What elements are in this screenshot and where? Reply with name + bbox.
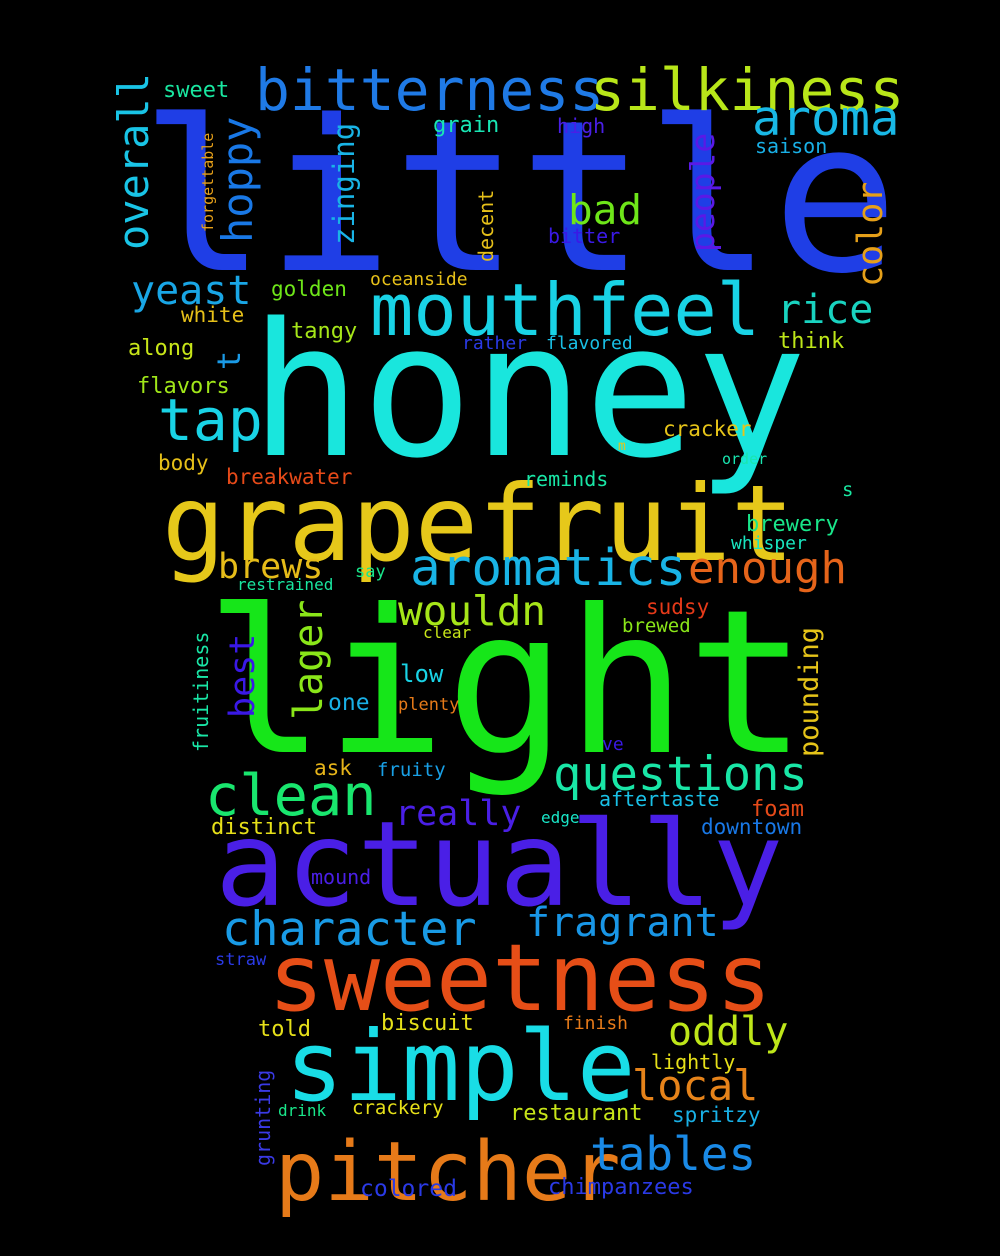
word-enough: enough [688, 543, 847, 594]
word-ask: ask [314, 756, 352, 780]
word-fruity: fruity [377, 759, 446, 781]
word-lightly: lightly [651, 1050, 735, 1074]
word-distinct: distinct [211, 815, 317, 840]
word-oceanside: oceanside [370, 269, 468, 290]
word-edge: edge [541, 808, 580, 827]
word-brews: brews [218, 547, 323, 587]
word-m: m [618, 439, 626, 454]
word-clean: clean [205, 763, 377, 829]
word-decent: decent [474, 190, 498, 262]
word-say: say [355, 562, 386, 582]
word-rather: rather [462, 333, 527, 354]
word-best: best [223, 634, 263, 718]
word-bad: bad [568, 186, 642, 234]
word-bitterness: bitterness [255, 56, 604, 124]
word-reminds: reminds [524, 467, 608, 491]
word-flavors: flavors [137, 374, 230, 399]
word-crackery: crackery [352, 1097, 444, 1119]
word-rice: rice [777, 287, 873, 333]
word-plenty: plenty [398, 695, 459, 715]
word-grain: grain [433, 113, 499, 138]
word-brewery: brewery [746, 512, 839, 537]
word-flavored: flavored [546, 333, 633, 354]
word-tables: tables [590, 1127, 756, 1181]
word-light: light [205, 567, 807, 800]
word-fruitiness: fruitiness [189, 632, 213, 752]
word-finish: finish [563, 1013, 628, 1034]
word-saison: saison [755, 134, 827, 158]
word-yeast: yeast [131, 268, 251, 314]
word-chimpanzees: chimpanzees [548, 1175, 694, 1200]
word-aromatics: aromatics [410, 539, 686, 598]
word-sweetness: sweetness [268, 924, 772, 1032]
word-people: people [683, 133, 722, 252]
word-told: told [258, 1017, 311, 1042]
word-downtown: downtown [701, 815, 802, 839]
word-aroma: aroma [752, 90, 900, 147]
word-high: high [557, 114, 605, 138]
word-breakwater: breakwater [226, 465, 352, 489]
word-spritzy: spritzy [672, 1103, 761, 1127]
word-pounding: pounding [794, 627, 825, 757]
word-actually: actually [215, 795, 783, 933]
word-s: s [842, 479, 853, 501]
word-body: body [158, 451, 209, 475]
word-restaurant: restaurant [510, 1101, 642, 1126]
word-sweet: sweet [163, 78, 229, 103]
word-drink: drink [278, 1101, 327, 1120]
word-straw: straw [215, 950, 267, 970]
word-whisper: whisper [731, 533, 807, 554]
word-restrained: restrained [237, 575, 333, 594]
word-low: low [400, 660, 444, 688]
word-color: color [851, 182, 891, 287]
word-order: order [722, 450, 767, 468]
word-cracker: cracker [663, 417, 752, 441]
word-hoppy: hoppy [213, 117, 262, 243]
word-grunting: grunting [251, 1070, 275, 1166]
word-think: think [778, 329, 844, 354]
word-oddly: oddly [668, 1009, 788, 1055]
word-fragrant: fragrant [526, 900, 719, 946]
word-character: character [222, 902, 477, 957]
word-silkiness: silkiness [590, 56, 904, 124]
word-sudsy: sudsy [646, 595, 709, 619]
word-simple: simple [285, 1010, 635, 1123]
word-one: one [328, 690, 370, 716]
word-forgettable: forgettable [199, 133, 217, 232]
word-tap: tap [158, 386, 263, 454]
word-white: white [181, 303, 244, 327]
word-mouthfeel: mouthfeel [370, 268, 760, 352]
word-along: along [128, 336, 194, 361]
word-clear: clear [423, 623, 472, 642]
word-bitter: bitter [548, 224, 620, 248]
word-t: t [210, 351, 248, 370]
word-grapefruit: grapefruit [162, 463, 794, 585]
word-aftertaste: aftertaste [599, 787, 719, 811]
word-lager: lager [286, 600, 332, 720]
word-golden: golden [271, 277, 347, 301]
word-pitcher: pitcher [275, 1125, 621, 1220]
word-brewed: brewed [622, 615, 691, 637]
word-colored: colored [360, 1176, 457, 1202]
word-mound: mound [311, 865, 371, 889]
word-questions: questions [553, 747, 808, 802]
word-biscuit: biscuit [381, 1011, 474, 1036]
word-local: local [632, 1061, 758, 1110]
word-tangy: tangy [291, 319, 357, 344]
word-wouldn: wouldn [398, 587, 546, 635]
word-ve: ve [602, 734, 624, 755]
word-really: really [395, 794, 521, 834]
word-little: little [140, 75, 899, 320]
word-honey: honey [250, 283, 807, 499]
word-foam: foam [751, 797, 804, 822]
word-overall: overall [109, 73, 158, 250]
word-zinging: zinging [327, 123, 361, 245]
